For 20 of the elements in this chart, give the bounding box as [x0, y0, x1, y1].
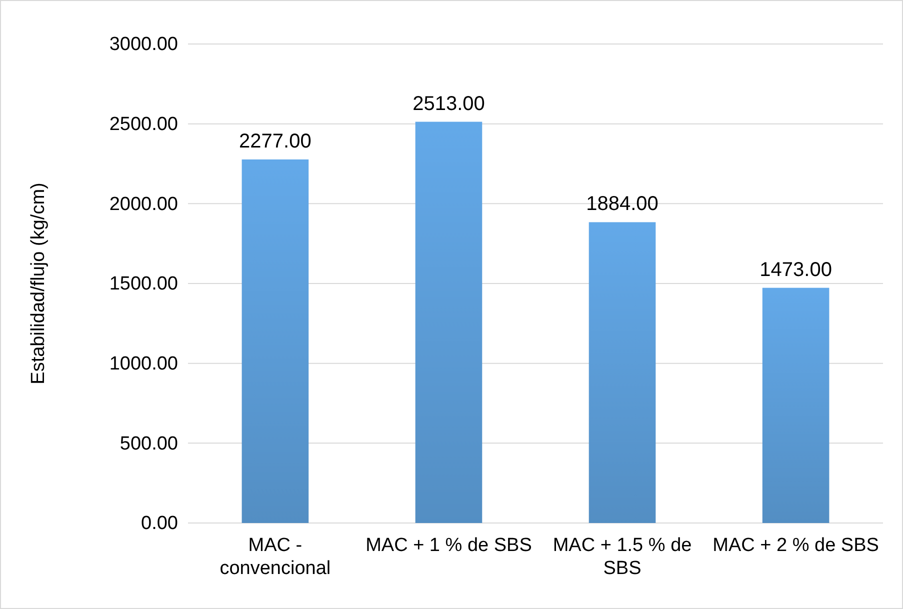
bar — [242, 159, 309, 523]
data-label: 2277.00 — [239, 130, 312, 152]
bar — [588, 222, 656, 523]
y-tick-label: 500.00 — [120, 433, 178, 454]
y-axis-title: Estabilidad/flujo (kg/cm) — [28, 182, 49, 384]
x-tick-label: MAC + 1.5 % de SBS — [552, 535, 692, 579]
y-tick-label: 2500.00 — [109, 114, 178, 135]
data-label: 2513.00 — [412, 92, 485, 115]
y-tick-label: 1000.00 — [109, 353, 178, 374]
x-tick-label: MAC - convencional — [220, 535, 331, 579]
y-tick-label: 3000.00 — [109, 34, 178, 56]
y-tick-label: 2000.00 — [109, 194, 178, 215]
bar — [762, 288, 830, 523]
y-tick-label: 1500.00 — [109, 274, 178, 295]
bar — [415, 122, 482, 523]
x-tick-label: MAC + 1 % de SBS — [366, 535, 532, 556]
y-tick-label: 0.00 — [141, 513, 178, 534]
x-tick-label: MAC + 2 % de SBS — [712, 535, 879, 556]
data-label: 1884.00 — [586, 193, 658, 216]
data-label: 1473.00 — [760, 258, 832, 281]
